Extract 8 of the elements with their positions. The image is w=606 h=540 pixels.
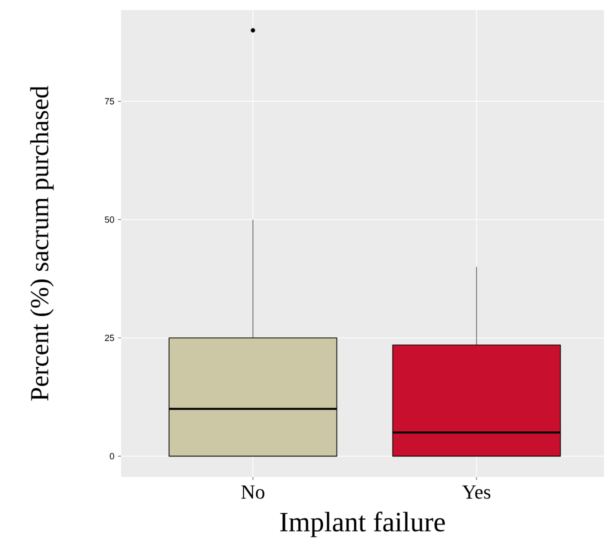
x-tick-label: Yes — [462, 485, 490, 499]
y-tick-label: 25 — [104, 334, 114, 341]
x-tick-label: No — [241, 485, 264, 499]
y-tick-label: 50 — [104, 216, 114, 223]
y-tick-label: 75 — [104, 98, 114, 104]
y-axis-title: Percent (%) sacrum purchased — [30, 86, 54, 400]
x-axis-title: Implant failure — [280, 511, 445, 537]
y-tick-label: 0 — [110, 452, 114, 460]
